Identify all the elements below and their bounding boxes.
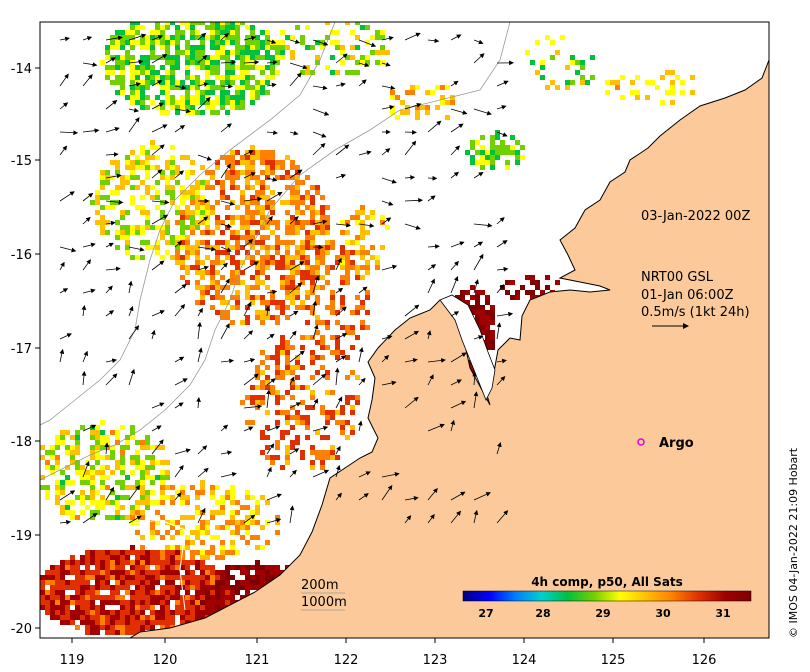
lat-tick-label: -15	[11, 154, 32, 169]
colorbar: 4h comp, p50, All Sats 27 28 29 30 31	[462, 575, 752, 620]
colorbar-tick-label: 29	[595, 607, 610, 620]
argo-float-marker	[637, 438, 645, 446]
lon-tick-label: 122	[334, 653, 359, 668]
lat-tick-label: -19	[11, 529, 32, 544]
lon-tick-label: 126	[692, 653, 717, 668]
plot-frame	[39, 21, 770, 639]
colorbar-tick-label: 28	[535, 607, 550, 620]
depth-1000m-label: 1000m	[301, 595, 347, 610]
colorbar-gradient	[462, 590, 752, 602]
lon-tick-label: 123	[423, 653, 448, 668]
lon-tick-label: 121	[245, 653, 270, 668]
colorbar-tick-label: 30	[655, 607, 671, 620]
longitude-axis: 119 120 121 122 123 124 125 126	[60, 638, 717, 668]
king-sound-estuary	[439, 294, 496, 401]
lat-tick-label: -16	[11, 248, 32, 263]
lat-tick-label: -20	[11, 622, 32, 637]
credit-label: © IMOS 04-Jan-2022 21:09 Hobart	[787, 447, 800, 638]
colorbar-title: 4h comp, p50, All Sats	[531, 575, 683, 589]
lon-tick-label: 120	[153, 653, 178, 668]
current-scale-label: 0.5m/s (1kt 24h)	[641, 305, 750, 320]
lon-tick-label: 119	[60, 653, 85, 668]
lat-tick-label: -17	[11, 342, 32, 357]
depth-200m-label: 200m	[301, 578, 338, 593]
current-time-label: 01-Jan 06:00Z	[641, 288, 734, 303]
argo-label: Argo	[659, 436, 694, 451]
latitude-axis: -14 -15 -16 -17 -18 -19 -20	[11, 62, 40, 637]
bathymetry-1000m	[40, 22, 336, 426]
land-mass	[129, 22, 769, 638]
lat-tick-label: -18	[11, 435, 32, 450]
colorbar-tick-label: 31	[715, 607, 730, 620]
bathymetry-200m	[40, 22, 511, 481]
lon-tick-label: 124	[512, 653, 537, 668]
current-vectors	[59, 32, 514, 525]
date-label: 03-Jan-2022 00Z	[641, 209, 750, 224]
bathymetry-offshore-white	[40, 519, 186, 611]
lon-tick-label: 125	[601, 653, 626, 668]
colorbar-tick-label: 27	[478, 607, 493, 620]
current-source-label: NRT00 GSL	[641, 270, 714, 285]
lat-tick-label: -14	[11, 62, 32, 77]
